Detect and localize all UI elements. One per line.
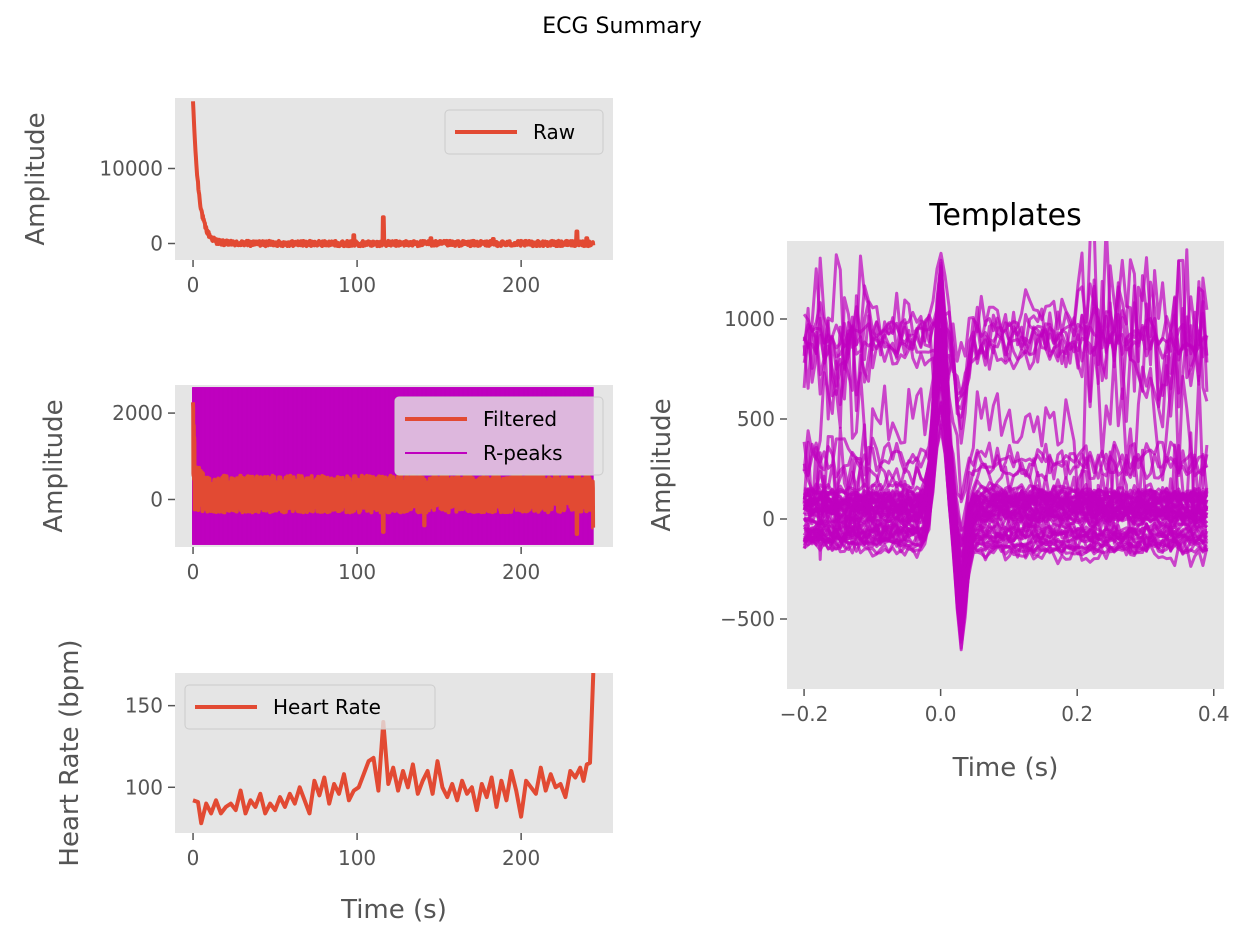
plot-area-raw bbox=[191, 101, 596, 249]
legend: Raw bbox=[444, 109, 604, 155]
template-line bbox=[802, 385, 1209, 629]
axes-templates: −0.2 0.0 0.2 0.4 −500 0 500 1000 Amplitude Time (… bbox=[647, 198, 1230, 783]
x-tick-label: 200 bbox=[502, 846, 540, 870]
x-axis-label: Time (s) bbox=[340, 895, 447, 925]
x-tick-label: 0.0 bbox=[925, 702, 957, 726]
template-line bbox=[802, 342, 1209, 559]
template-line bbox=[803, 300, 1208, 621]
legend: Heart Rate bbox=[184, 684, 436, 730]
legend-label: Raw bbox=[533, 120, 575, 144]
x-tick-label: 100 bbox=[338, 273, 376, 297]
legend-frame bbox=[394, 396, 604, 476]
y-tick-label: 0 bbox=[150, 232, 163, 256]
x-tick-label: 0 bbox=[187, 560, 200, 584]
filtered-series-line bbox=[191, 402, 596, 536]
x-tick-label: 200 bbox=[502, 273, 540, 297]
plot-area-templates bbox=[802, 241, 1209, 652]
x-tick-label: 100 bbox=[338, 846, 376, 870]
y-tick-label: 2000 bbox=[112, 401, 163, 425]
y-axis-label: Heart Rate (bpm) bbox=[55, 639, 85, 866]
legend-label: Heart Rate bbox=[273, 695, 381, 719]
x-tick-label: 0.4 bbox=[1198, 702, 1230, 726]
y-tick-label: −500 bbox=[720, 607, 775, 631]
x-tick-label: 100 bbox=[338, 560, 376, 584]
y-tick-label: 150 bbox=[125, 694, 163, 718]
template-line bbox=[803, 258, 1209, 572]
template-line bbox=[802, 241, 1209, 429]
y-axis-label: Amplitude bbox=[39, 399, 69, 532]
heart-rate-series-line bbox=[192, 673, 596, 826]
x-tick-label: −0.2 bbox=[780, 702, 829, 726]
axes-heart-rate: 0 100 200 100 150 Heart Rate (bpm) Time (s) Hea… bbox=[55, 639, 613, 925]
x-tick-label: 0.2 bbox=[1061, 702, 1093, 726]
template-line bbox=[803, 401, 1209, 585]
template-line bbox=[802, 251, 1208, 445]
raw-series-line bbox=[191, 101, 596, 249]
y-tick-label: 1000 bbox=[724, 307, 775, 331]
legend-label: R-peaks bbox=[483, 441, 563, 465]
legend-frame bbox=[184, 684, 436, 730]
y-tick-label: 0 bbox=[762, 507, 775, 531]
template-line bbox=[802, 327, 1209, 520]
x-tick-label: 0 bbox=[187, 273, 200, 297]
y-tick-label: 0 bbox=[150, 487, 163, 511]
axes-raw: 0 100 200 0 10000 Amplitude Raw bbox=[21, 98, 613, 297]
plot-area-heart-rate bbox=[192, 673, 596, 826]
legend-frame bbox=[444, 109, 604, 155]
y-tick-label: 500 bbox=[737, 407, 775, 431]
x-axis-label: Time (s) bbox=[952, 753, 1059, 783]
template-lines bbox=[802, 241, 1209, 652]
axes-title: Templates bbox=[928, 198, 1082, 233]
template-line bbox=[802, 329, 1209, 532]
y-tick-label: 100 bbox=[125, 775, 163, 799]
y-axis-label: Amplitude bbox=[647, 398, 677, 531]
template-line bbox=[802, 368, 1209, 501]
legend: Filtered R-peaks bbox=[394, 396, 604, 476]
x-tick-label: 200 bbox=[502, 560, 540, 584]
y-tick-label: 10000 bbox=[99, 157, 163, 181]
figure-suptitle: ECG Summary bbox=[542, 14, 702, 39]
legend-label: Filtered bbox=[483, 407, 557, 431]
x-tick-label: 0 bbox=[187, 846, 200, 870]
y-axis-label: Amplitude bbox=[21, 112, 51, 245]
